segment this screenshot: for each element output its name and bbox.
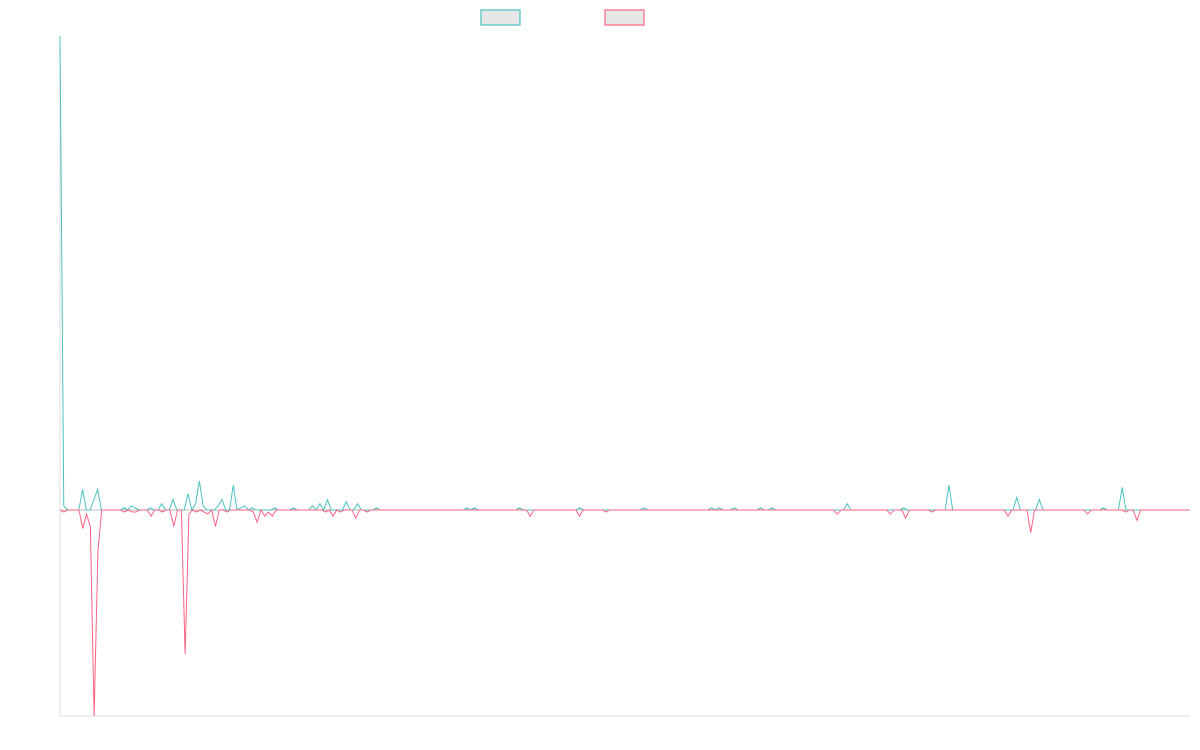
chart-legend [480,9,645,26]
legend-swatch-2 [604,9,645,26]
legend-swatch-1 [480,9,521,26]
chart-series-layer [59,35,1190,717]
series-line-2 [59,508,1190,717]
chart-axes [59,36,1190,717]
series-line-1 [59,35,1190,512]
